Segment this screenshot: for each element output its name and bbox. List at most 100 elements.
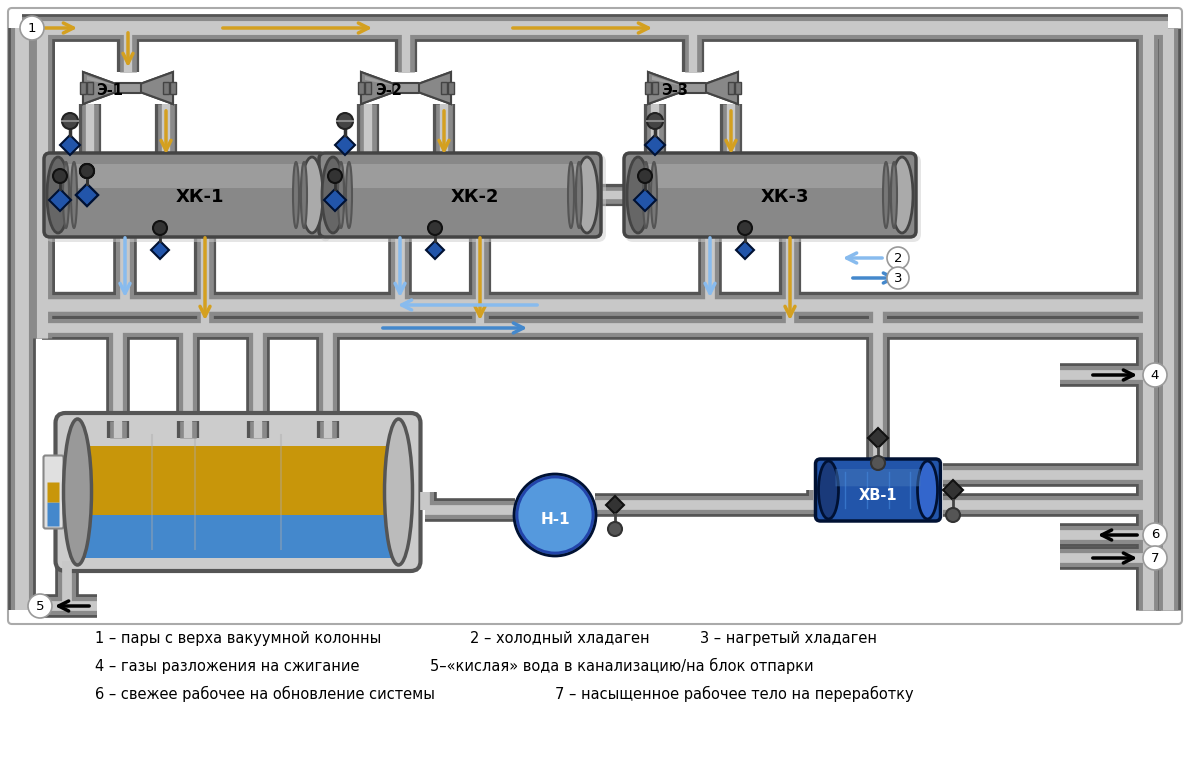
Ellipse shape: [576, 157, 598, 233]
FancyBboxPatch shape: [319, 153, 601, 237]
Circle shape: [53, 169, 67, 183]
Polygon shape: [704, 72, 738, 104]
Text: ХК-1: ХК-1: [175, 188, 224, 206]
Text: 6: 6: [1151, 529, 1159, 542]
Ellipse shape: [47, 157, 70, 233]
Polygon shape: [652, 76, 683, 86]
Polygon shape: [426, 241, 444, 259]
Ellipse shape: [918, 461, 937, 519]
Text: 4: 4: [1151, 369, 1159, 382]
Circle shape: [638, 169, 652, 183]
FancyBboxPatch shape: [44, 153, 326, 237]
FancyBboxPatch shape: [76, 446, 401, 515]
Ellipse shape: [301, 162, 307, 228]
Bar: [646, 82, 650, 94]
Text: 5–«кислая» вода в канализацию/на блок отпарки: 5–«кислая» вода в канализацию/на блок от…: [430, 658, 814, 674]
Bar: [652, 82, 658, 94]
Ellipse shape: [346, 162, 352, 228]
Circle shape: [62, 113, 78, 129]
Ellipse shape: [64, 162, 70, 228]
Polygon shape: [943, 480, 962, 500]
Bar: [170, 82, 176, 94]
Text: 1: 1: [28, 21, 36, 34]
FancyBboxPatch shape: [46, 154, 331, 242]
Ellipse shape: [301, 157, 323, 233]
Polygon shape: [76, 184, 98, 206]
Circle shape: [80, 164, 94, 178]
Text: 7: 7: [1151, 552, 1159, 565]
Ellipse shape: [576, 162, 582, 228]
Text: ХК-2: ХК-2: [451, 188, 499, 206]
Polygon shape: [418, 72, 451, 104]
Bar: [88, 82, 94, 94]
Ellipse shape: [818, 461, 839, 519]
Circle shape: [28, 594, 52, 618]
Bar: [365, 82, 371, 94]
FancyBboxPatch shape: [394, 83, 419, 93]
Circle shape: [887, 267, 910, 289]
Polygon shape: [648, 72, 680, 104]
Polygon shape: [83, 72, 116, 104]
Ellipse shape: [71, 162, 77, 228]
Circle shape: [1142, 546, 1166, 570]
FancyBboxPatch shape: [48, 503, 60, 526]
Circle shape: [608, 522, 622, 536]
Polygon shape: [324, 189, 346, 211]
Circle shape: [428, 221, 442, 235]
FancyBboxPatch shape: [62, 164, 308, 188]
Text: 7 – насыщенное рабочее тело на переработку: 7 – насыщенное рабочее тело на переработ…: [554, 686, 913, 702]
Text: 2: 2: [894, 252, 902, 265]
Polygon shape: [76, 184, 98, 206]
Ellipse shape: [650, 162, 658, 228]
Text: 5: 5: [36, 600, 44, 613]
Polygon shape: [361, 72, 394, 104]
Polygon shape: [634, 189, 656, 211]
Circle shape: [80, 164, 94, 178]
FancyBboxPatch shape: [115, 83, 142, 93]
Polygon shape: [648, 72, 680, 104]
Text: 2 – холодный хладаген: 2 – холодный хладаген: [470, 630, 649, 645]
Text: ХВ-1: ХВ-1: [859, 488, 898, 503]
Text: Э-3: Э-3: [661, 82, 689, 98]
Polygon shape: [736, 241, 754, 259]
Ellipse shape: [322, 157, 344, 233]
Circle shape: [517, 477, 593, 553]
FancyBboxPatch shape: [55, 413, 420, 571]
Ellipse shape: [293, 162, 299, 228]
Circle shape: [946, 508, 960, 522]
Polygon shape: [704, 72, 738, 104]
Polygon shape: [365, 76, 396, 86]
Ellipse shape: [890, 157, 913, 233]
FancyBboxPatch shape: [76, 515, 401, 558]
Polygon shape: [361, 72, 394, 104]
Polygon shape: [606, 496, 624, 514]
Circle shape: [1142, 523, 1166, 547]
FancyBboxPatch shape: [48, 482, 60, 503]
Text: 4 – газы разложения на сжигание: 4 – газы разложения на сжигание: [95, 658, 360, 674]
Bar: [80, 82, 86, 94]
Circle shape: [1142, 363, 1166, 387]
Text: 1 – пары с верха вакуумной колонны: 1 – пары с верха вакуумной колонны: [95, 630, 382, 645]
Ellipse shape: [643, 162, 649, 228]
Bar: [728, 82, 734, 94]
Polygon shape: [418, 72, 451, 104]
Circle shape: [871, 456, 884, 470]
Polygon shape: [140, 72, 173, 104]
FancyBboxPatch shape: [43, 456, 64, 529]
Circle shape: [514, 474, 596, 556]
Text: 3 – нагретый хладаген: 3 – нагретый хладаген: [700, 630, 877, 645]
Text: ХК-3: ХК-3: [761, 188, 809, 206]
Circle shape: [154, 221, 167, 235]
Polygon shape: [151, 241, 169, 259]
FancyBboxPatch shape: [625, 154, 920, 242]
Bar: [358, 82, 364, 94]
Ellipse shape: [64, 419, 91, 565]
Circle shape: [887, 247, 910, 269]
Bar: [448, 82, 454, 94]
Circle shape: [647, 113, 662, 129]
Ellipse shape: [883, 162, 889, 228]
Polygon shape: [335, 135, 355, 155]
Text: 6 – свежее рабочее на обновление системы: 6 – свежее рабочее на обновление системы: [95, 686, 434, 702]
Text: Н-1: Н-1: [540, 511, 570, 526]
FancyBboxPatch shape: [835, 469, 920, 486]
